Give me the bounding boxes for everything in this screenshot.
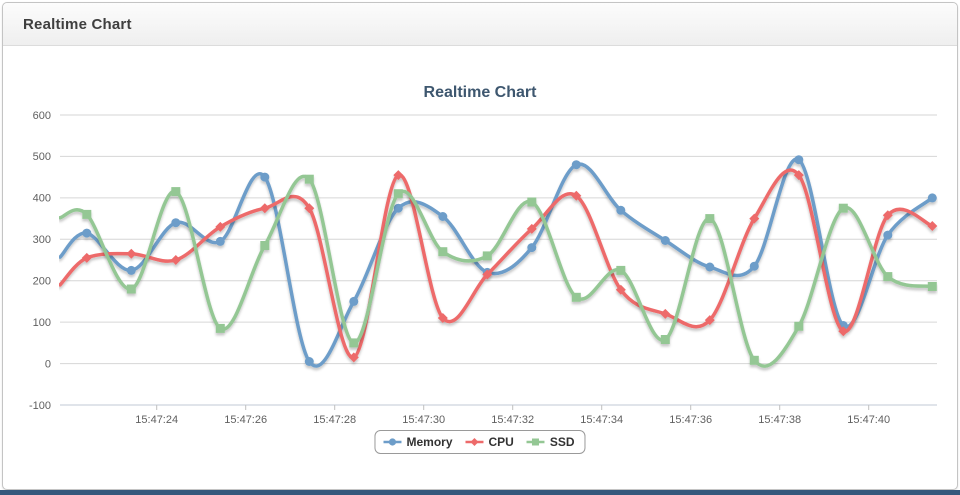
legend-marker-diamond-icon [465, 438, 484, 446]
panel-title: Realtime Chart [23, 15, 132, 33]
legend-label: Memory [406, 435, 453, 449]
legend-marker-square-icon [526, 438, 545, 446]
legend-label: SSD [549, 435, 575, 449]
legend-item-cpu[interactable]: CPU [465, 435, 514, 449]
legend-item-memory[interactable]: Memory [383, 435, 452, 449]
legend-item-ssd[interactable]: SSD [526, 435, 575, 449]
footer-bar [0, 490, 960, 495]
legend-marker-circle-icon [383, 438, 402, 446]
panel-header: Realtime Chart [3, 3, 957, 46]
legend-label: CPU [488, 435, 514, 449]
chart-legend: Memory CPU SSD [374, 430, 586, 454]
